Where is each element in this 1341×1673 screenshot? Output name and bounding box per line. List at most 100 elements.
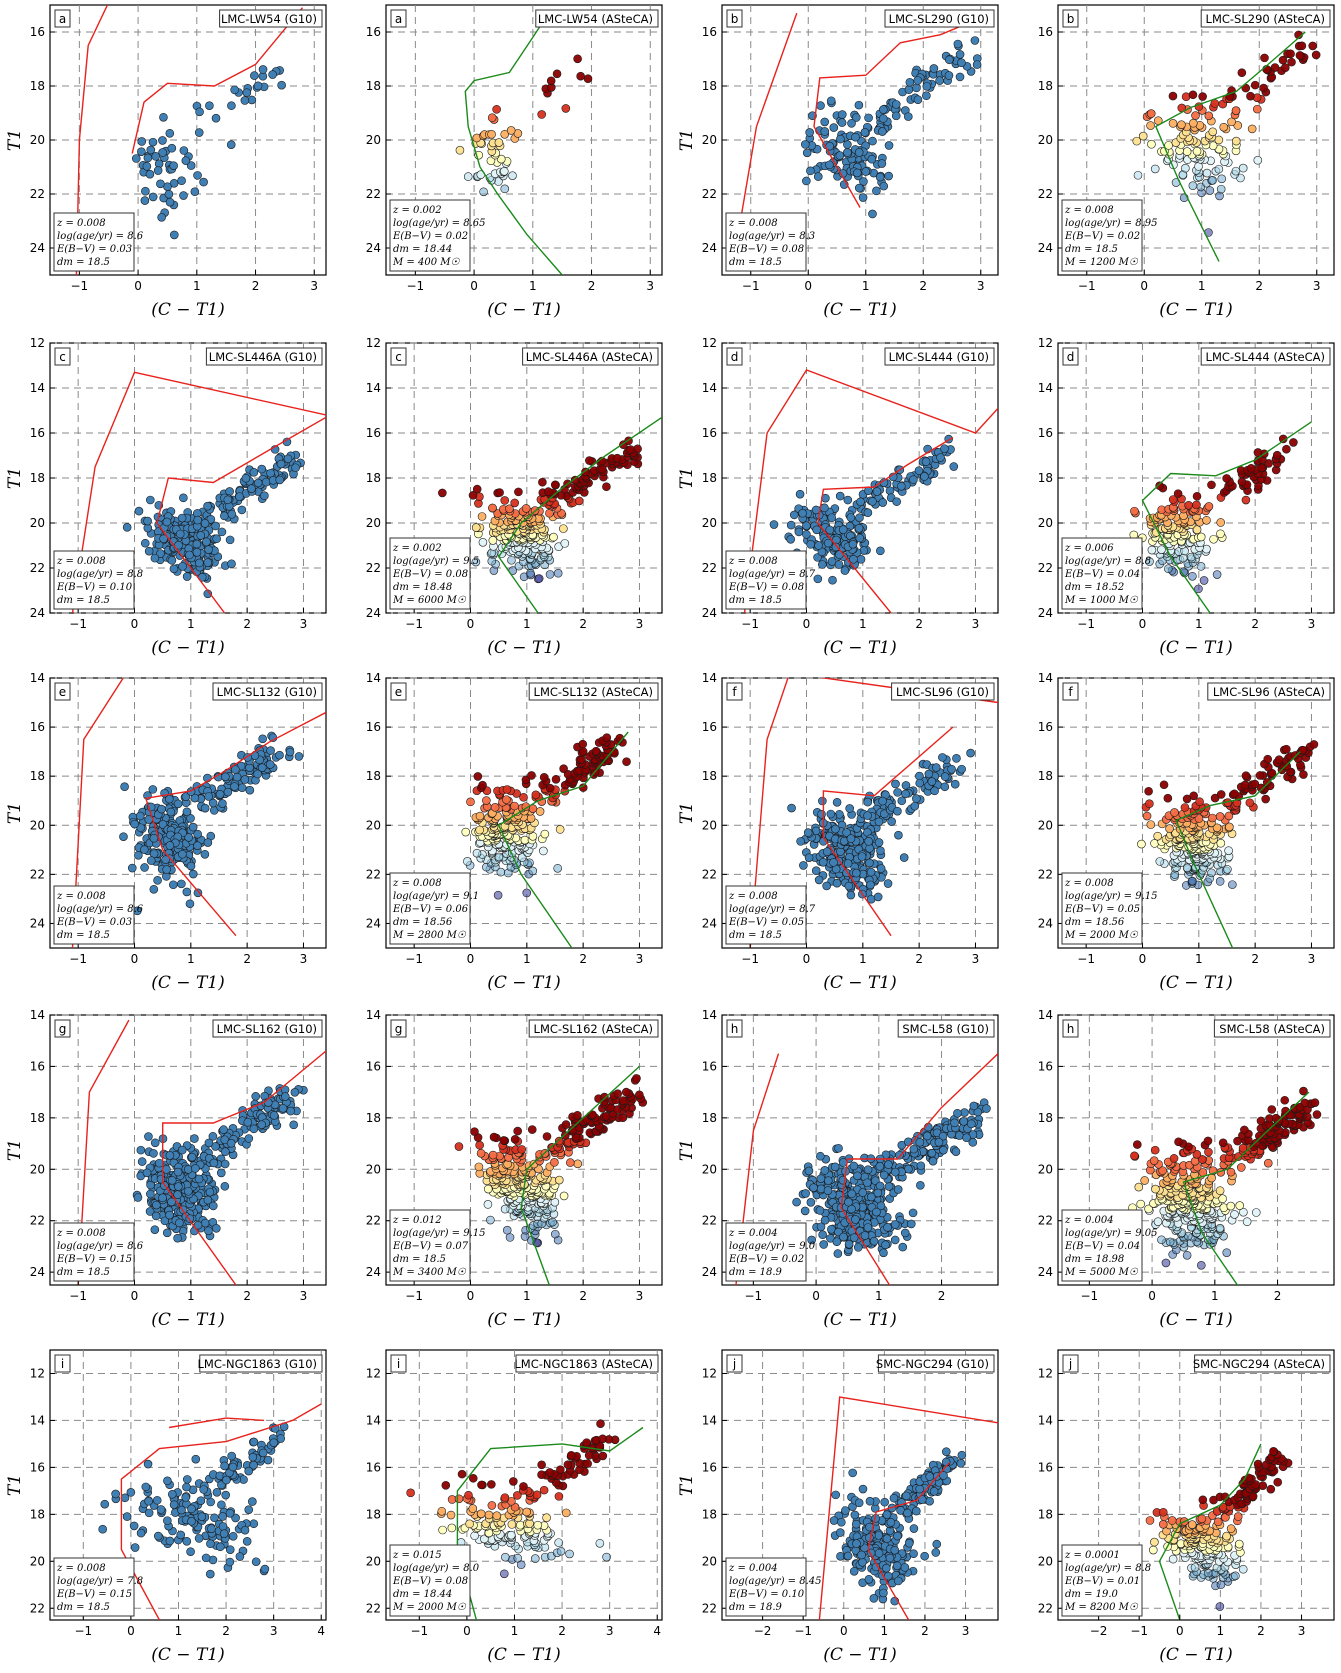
data-point — [225, 535, 235, 545]
data-point — [1216, 838, 1226, 848]
isochrone-line — [144, 711, 326, 937]
data-point — [843, 140, 852, 149]
data-point — [247, 484, 256, 493]
data-point — [285, 747, 295, 757]
x-tick-label: 2 — [1251, 952, 1259, 966]
param-box — [389, 199, 471, 272]
data-point — [875, 1162, 885, 1171]
data-point — [203, 1195, 213, 1205]
data-point — [144, 546, 154, 556]
param-line: M = 1000 M☉ — [1064, 595, 1139, 606]
data-point — [884, 171, 893, 181]
data-point — [812, 525, 822, 535]
x-axis-label: (C − T1) — [487, 638, 560, 658]
param-line: dm = 18.5 — [729, 257, 782, 268]
data-point — [893, 1185, 903, 1194]
data-point — [796, 837, 805, 846]
data-point — [891, 779, 900, 789]
param-line: log(age/yr) = 8.6 — [57, 904, 144, 915]
data-point — [835, 491, 845, 501]
y-tick-label: 14 — [702, 671, 717, 685]
x-tick-label: 0 — [131, 1289, 139, 1303]
data-point — [527, 771, 536, 780]
data-point — [837, 118, 847, 127]
data-point — [162, 1228, 172, 1238]
y-tick-label: 16 — [30, 720, 45, 734]
data-point — [1224, 846, 1233, 855]
data-point — [146, 495, 155, 505]
data-point — [1150, 839, 1159, 848]
param-box — [389, 872, 471, 945]
param-line: E(B−V) = 0.08 — [392, 569, 468, 580]
data-point — [1168, 91, 1178, 101]
x-tick-label: −1 — [745, 1289, 763, 1303]
data-point — [852, 168, 862, 178]
data-point — [235, 492, 244, 501]
data-point — [250, 71, 259, 80]
data-point — [849, 1233, 859, 1243]
data-point — [632, 1074, 641, 1083]
data-point — [1214, 164, 1224, 174]
data-point — [149, 1149, 158, 1158]
data-point — [822, 847, 832, 857]
data-point — [893, 806, 902, 816]
data-point — [955, 1131, 964, 1140]
param-line: dm = 18.5 — [57, 1267, 110, 1278]
panel-tag: g — [395, 1022, 403, 1036]
data-point — [275, 750, 284, 760]
data-point — [836, 134, 845, 144]
data-point — [633, 444, 642, 454]
data-point — [561, 1131, 570, 1140]
data-point — [545, 570, 555, 579]
x-tick-label: 2 — [243, 617, 251, 631]
data-point — [471, 557, 481, 567]
param-line: dm = 18.48 — [393, 582, 452, 593]
data-point — [1192, 500, 1201, 510]
data-point — [908, 1208, 918, 1218]
data-point — [879, 1248, 888, 1258]
data-point — [249, 468, 259, 477]
data-point — [165, 841, 175, 850]
param-line: dm = 18.56 — [393, 917, 453, 928]
data-point — [905, 77, 915, 87]
y-tick-label: 16 — [366, 25, 381, 39]
data-point — [167, 1176, 177, 1185]
data-point — [260, 491, 269, 501]
x-tick-label: 2 — [915, 617, 923, 631]
data-point — [148, 785, 158, 794]
data-point — [237, 505, 247, 515]
data-point — [612, 453, 622, 463]
data-point — [1212, 823, 1222, 833]
data-point — [122, 523, 132, 532]
data-point — [294, 752, 304, 761]
y-tick-label: 22 — [702, 187, 717, 201]
plot-content — [1132, 30, 1321, 262]
plot-content — [461, 731, 631, 948]
data-point — [1295, 51, 1305, 60]
data-point — [794, 527, 804, 537]
y-tick-label: 16 — [702, 1059, 717, 1073]
y-tick-label: 20 — [1038, 133, 1053, 147]
data-point — [613, 1089, 622, 1098]
isochrone-line — [162, 1050, 326, 1285]
data-point — [276, 459, 286, 469]
data-point — [806, 1198, 816, 1207]
x-tick-label: −1 — [405, 617, 423, 631]
y-tick-label: 18 — [366, 79, 381, 93]
param-line: z = 0.008 — [1064, 878, 1114, 889]
data-point — [258, 65, 268, 74]
data-point — [187, 1152, 197, 1162]
data-point — [602, 733, 612, 742]
data-point — [168, 880, 178, 890]
data-point — [265, 760, 275, 769]
x-tick-label: 0 — [1140, 279, 1148, 293]
isochrone-line — [1175, 751, 1301, 948]
x-tick-label: 1 — [859, 952, 867, 966]
data-point — [220, 1181, 230, 1191]
data-point — [1270, 63, 1280, 72]
data-point — [857, 852, 867, 861]
param-line: E(B−V) = 0.02 — [392, 231, 468, 242]
data-point — [952, 754, 961, 763]
